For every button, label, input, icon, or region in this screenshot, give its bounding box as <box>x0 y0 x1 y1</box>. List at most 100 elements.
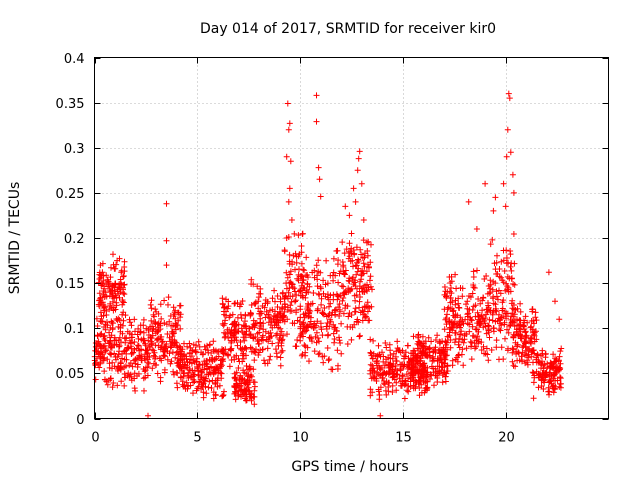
data-point <box>203 358 210 364</box>
data-point <box>271 287 278 294</box>
data-point <box>443 321 450 328</box>
data-point <box>175 362 182 369</box>
data-point <box>539 358 545 365</box>
data-point <box>414 359 420 365</box>
data-point <box>474 267 480 274</box>
y-tick-label: 0.4 <box>64 52 85 67</box>
data-point <box>231 390 238 397</box>
data-point <box>363 303 370 310</box>
data-point <box>337 340 344 346</box>
data-point <box>358 180 365 187</box>
data-point <box>286 280 293 286</box>
data-point <box>315 164 322 171</box>
data-point <box>325 296 332 303</box>
data-point <box>269 340 276 347</box>
data-point <box>330 321 337 328</box>
data-point <box>442 339 449 345</box>
y-tick-label: 0 <box>76 413 84 428</box>
data-point <box>267 315 274 322</box>
data-point <box>519 344 526 351</box>
data-point <box>443 370 450 377</box>
data-point <box>447 280 454 286</box>
data-point <box>109 283 115 290</box>
data-point <box>326 303 332 310</box>
data-point <box>167 360 174 367</box>
data-point <box>490 325 497 332</box>
data-point <box>311 320 318 327</box>
data-point <box>245 377 252 384</box>
data-point <box>392 353 399 360</box>
data-point <box>99 299 106 306</box>
data-point <box>142 340 149 347</box>
data-point <box>531 332 538 339</box>
data-point <box>353 262 360 269</box>
data-point <box>108 351 115 358</box>
data-point <box>482 350 489 357</box>
data-point <box>115 323 122 330</box>
data-point <box>389 382 396 389</box>
data-point <box>538 383 545 389</box>
data-point <box>367 349 374 356</box>
data-point <box>473 343 480 350</box>
data-point <box>128 345 135 352</box>
data-point <box>366 277 373 284</box>
data-point <box>498 344 505 351</box>
data-point <box>368 241 374 248</box>
data-point <box>171 311 178 318</box>
data-point <box>131 346 138 353</box>
data-point <box>550 375 557 382</box>
data-point <box>278 349 285 356</box>
data-point <box>222 317 229 324</box>
data-point <box>287 268 294 275</box>
data-point <box>487 241 494 248</box>
data-point <box>297 303 304 310</box>
data-point <box>376 396 383 403</box>
data-point <box>475 328 482 335</box>
y-tick-label: 0.2 <box>64 232 85 247</box>
data-point <box>269 295 276 302</box>
data-point <box>323 257 330 264</box>
data-point <box>233 327 239 334</box>
data-point <box>336 334 342 341</box>
data-point <box>517 308 524 315</box>
data-point <box>262 328 269 335</box>
data-point <box>96 297 103 304</box>
data-point <box>496 326 503 333</box>
data-point <box>204 342 210 349</box>
data-point <box>382 340 389 346</box>
data-point <box>154 370 161 377</box>
data-point <box>450 312 457 319</box>
data-point <box>251 401 258 408</box>
data-point <box>360 288 366 295</box>
data-point <box>390 371 397 377</box>
data-point <box>274 293 281 299</box>
data-point <box>304 280 311 287</box>
data-point <box>112 280 119 287</box>
data-point <box>503 260 510 267</box>
data-point <box>277 298 284 305</box>
data-point <box>414 345 421 352</box>
x-tick-label: 10 <box>292 431 309 446</box>
data-point <box>255 352 262 358</box>
data-point <box>362 313 369 319</box>
data-point <box>198 374 205 380</box>
data-point <box>447 337 454 343</box>
data-point <box>272 298 278 305</box>
data-point <box>148 305 155 312</box>
data-point <box>206 341 213 348</box>
data-point <box>177 311 184 318</box>
data-point <box>158 315 165 322</box>
data-point <box>306 358 312 365</box>
data-point <box>238 375 245 382</box>
data-point <box>356 298 363 305</box>
data-point <box>203 390 210 397</box>
data-point <box>390 350 397 357</box>
data-point <box>489 309 496 316</box>
data-point <box>470 332 477 339</box>
data-point <box>157 301 164 308</box>
data-point <box>231 300 238 307</box>
data-point <box>463 301 469 308</box>
data-point <box>142 347 149 354</box>
data-point <box>362 250 368 257</box>
data-point <box>312 333 319 340</box>
